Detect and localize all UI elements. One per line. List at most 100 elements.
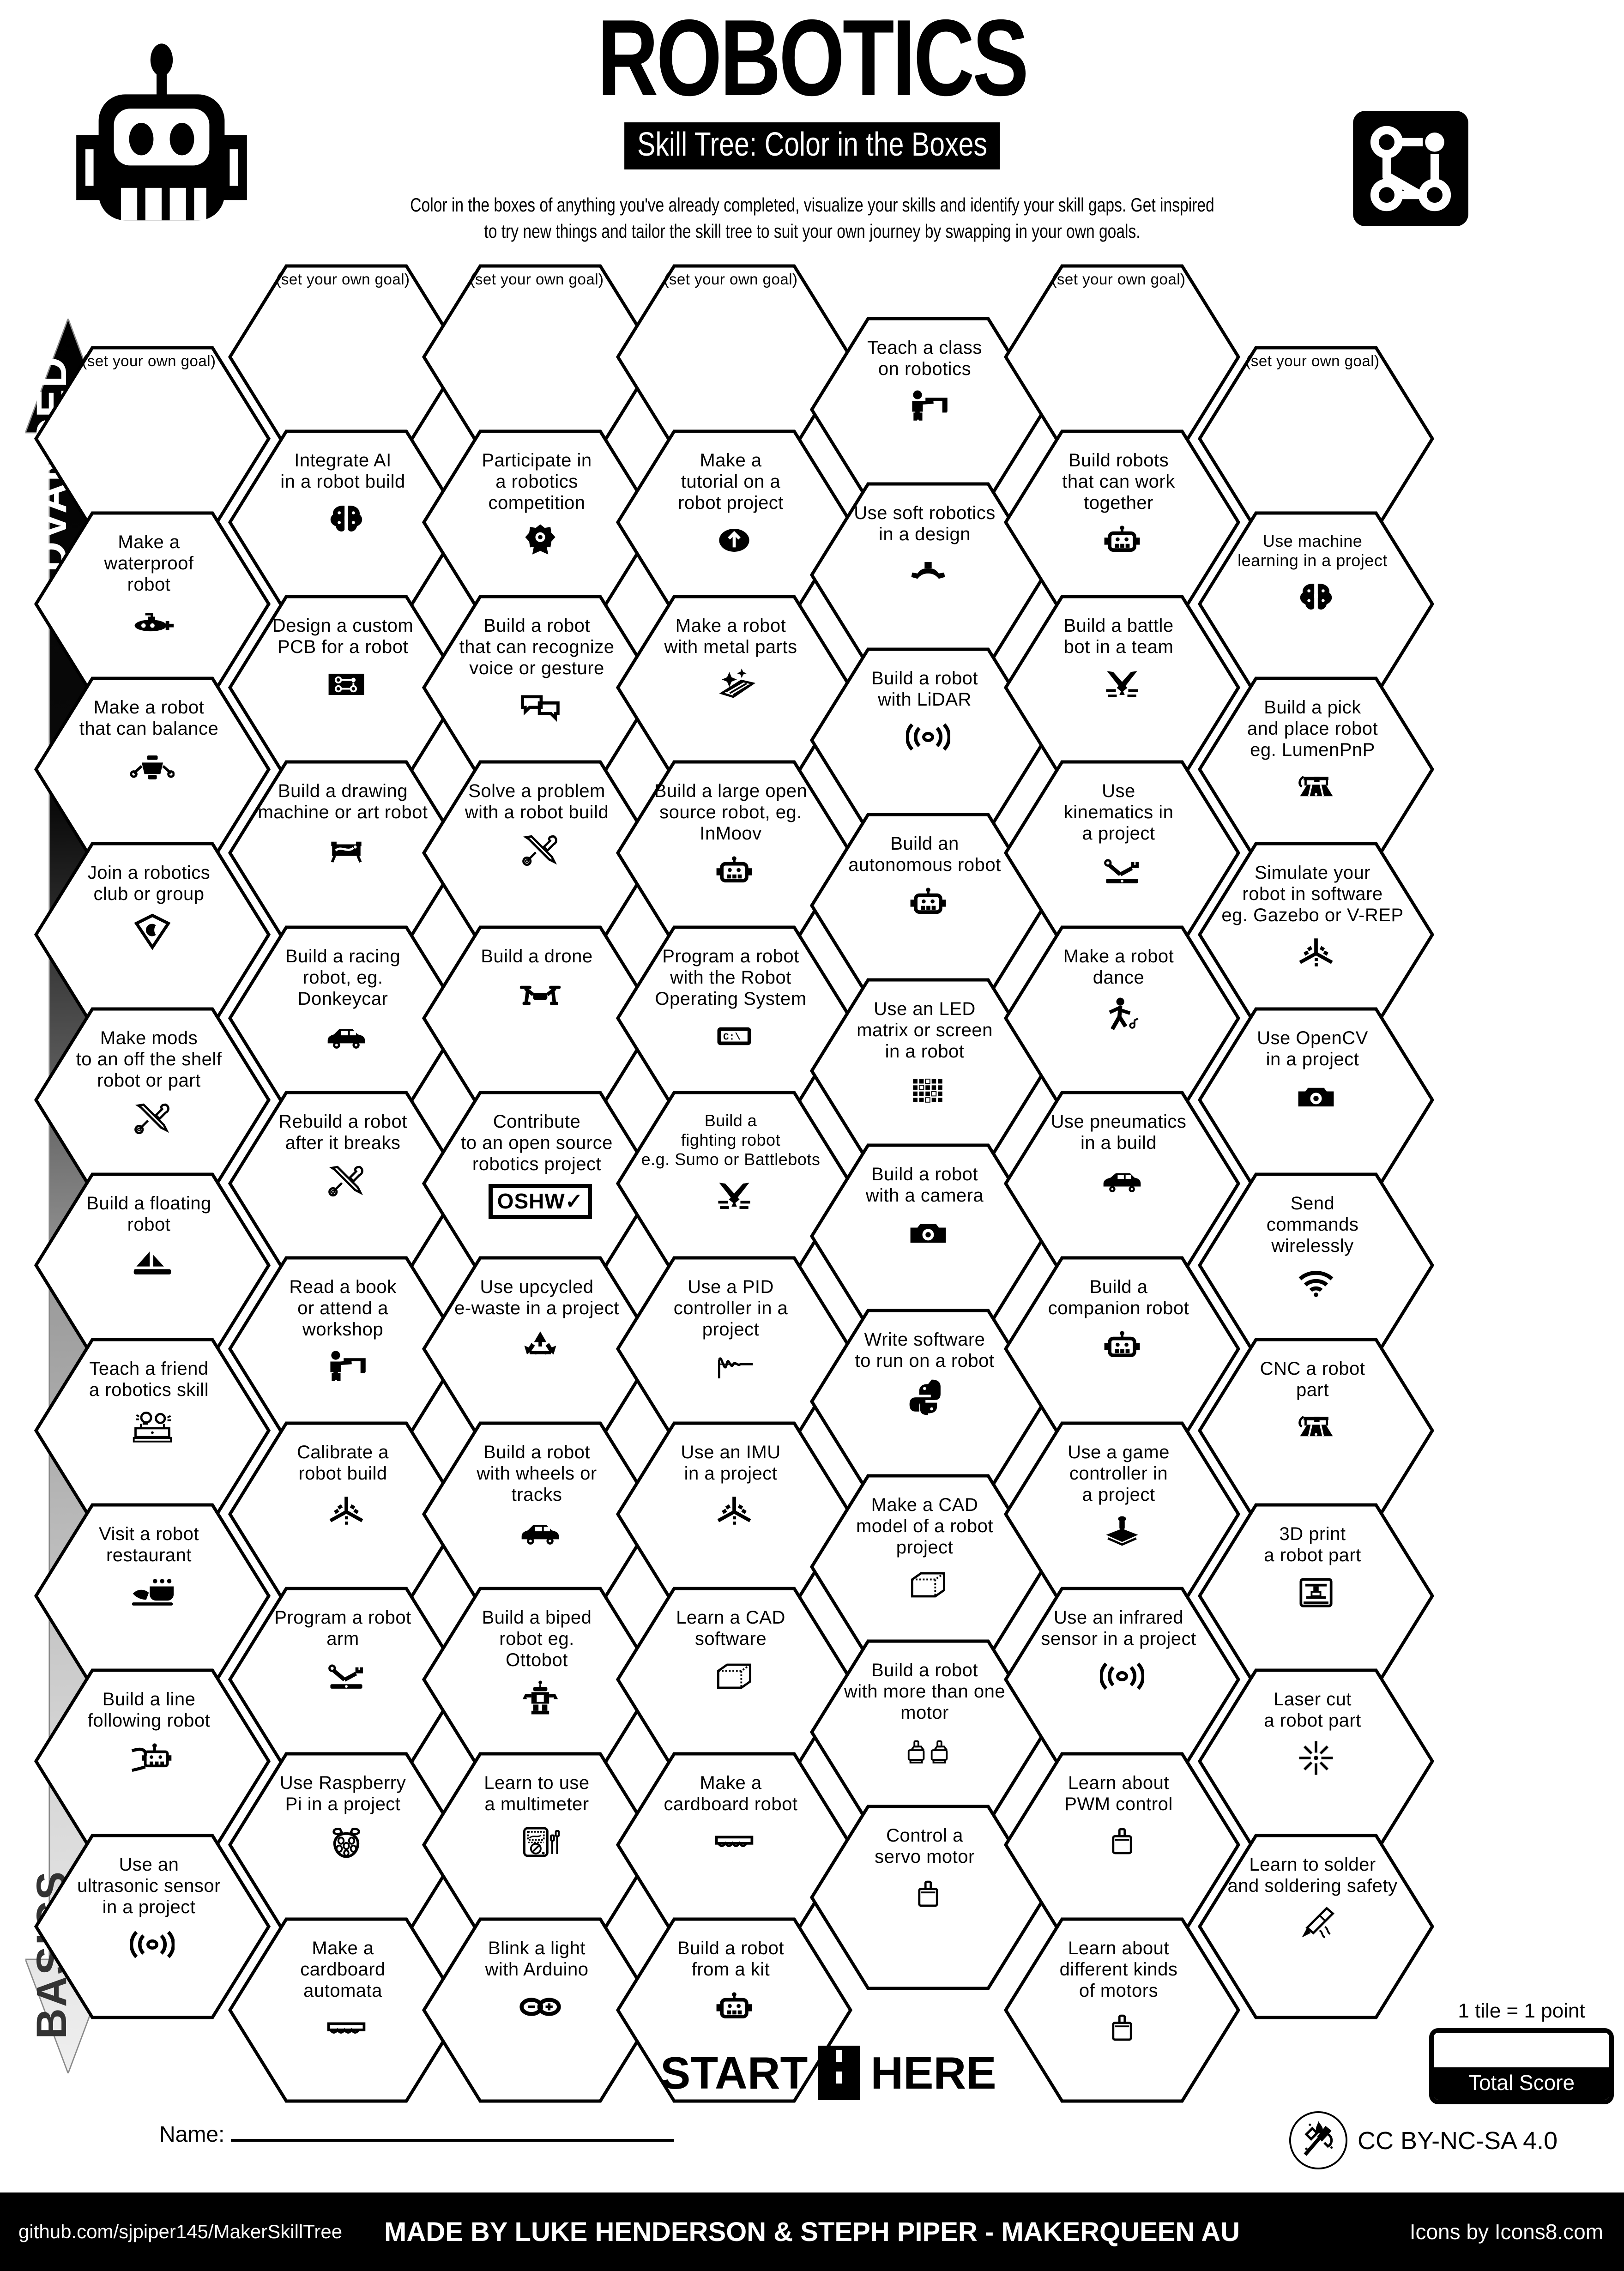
skill-tile[interactable]: Read a book or attend a workshop [226, 1254, 466, 1444]
cardboard-icon [712, 1819, 756, 1864]
skill-tile[interactable]: Simulate your robot in software eg. Gazebo… [1196, 840, 1436, 1029]
presenter-icon [906, 384, 950, 429]
skill-tile[interactable]: Make a cardboard automata [226, 1915, 466, 2105]
license-text: CC BY-NC-SA 4.0 [1358, 2127, 1558, 2155]
skill-tile[interactable]: Build a drawing machine or art robot [226, 758, 466, 948]
skill-tile[interactable]: Integrate AI in a robot build [226, 428, 466, 617]
skill-tile[interactable]: Use an IMU in a project [614, 1419, 854, 1609]
skill-tile[interactable]: 3D print a robot part [1196, 1501, 1436, 1691]
skill-tile[interactable]: CNC a robot part [1196, 1336, 1436, 1525]
skill-tile-label: Contribute to an open source robotics proj… [461, 1111, 613, 1174]
skill-tile-label: Make a waterproof robot [104, 532, 194, 595]
skill-tile-label: Make a cardboard robot [664, 1773, 798, 1814]
skill-tile[interactable]: Build a drone [420, 924, 660, 1113]
skill-tile[interactable]: Build a robot with wheels or tracks [420, 1419, 660, 1609]
skill-tile[interactable]: Build a biped robot eg. Ottobot [420, 1585, 660, 1774]
skill-tile-label: (set your own goal) [470, 271, 604, 288]
skill-tile[interactable]: Make a tutorial on a robot project [614, 428, 854, 617]
skill-tile[interactable]: Build a robot with a camera [808, 1142, 1048, 1331]
circuit-board-icon [1353, 111, 1468, 226]
skill-tile[interactable]: Learn to use a multimeter [420, 1750, 660, 1939]
footer-icons-credit[interactable]: Icons by Icons8.com [1409, 2220, 1603, 2244]
skill-tile[interactable]: Build a robot from a kit [614, 1915, 854, 2105]
score-hint: 1 tile = 1 point [1458, 1999, 1585, 2022]
skill-tile[interactable]: Use an infrared sensor in a project [1002, 1585, 1242, 1774]
skill-tile-label: Laser cut a robot part [1264, 1689, 1361, 1731]
skill-tile[interactable]: Use an LED matrix or screen in a robot [808, 976, 1048, 1166]
biped-robot-icon [518, 1675, 562, 1720]
skill-tile[interactable]: Learn to solder and soldering safety [1196, 1832, 1436, 2021]
skill-tile[interactable]: Program a robot arm [226, 1585, 466, 1774]
skill-tile-label: Visit a robot restaurant [99, 1524, 199, 1565]
score-panel: 1 tile = 1 point Total Score [1429, 1999, 1614, 2104]
upload-arrow-icon [712, 518, 756, 562]
skill-tile[interactable]: Use OpenCV in a project [1196, 1005, 1436, 1195]
skill-tile[interactable]: Send commands wirelessly [1196, 1171, 1436, 1360]
page-subtitle: Skill Tree: Color in the Boxes [624, 122, 1000, 169]
skill-tile[interactable]: Use an ultrasonic sensor in a project [32, 1832, 272, 2021]
food-service-icon [130, 1570, 175, 1615]
skill-tile-label: Program a robot arm [274, 1607, 411, 1649]
skill-tile[interactable]: Build a racing robot, eg. Donkeycar [226, 924, 466, 1113]
skill-tile-label: Use machine learning in a project [1238, 532, 1388, 570]
skill-tile[interactable]: Learn about different kinds of motors [1002, 1915, 1242, 2105]
skill-tile[interactable]: Solve a problem with a robot build [420, 758, 660, 948]
name-field[interactable]: Name: [159, 2122, 675, 2147]
skill-tile-label: Simulate your robot in software eg. Gazebo… [1221, 863, 1404, 925]
skill-tile[interactable]: Build a robot with more than one motor [808, 1637, 1048, 1827]
skill-tile[interactable]: Build robots that can work together [1002, 428, 1242, 617]
motor-icon [1100, 2006, 1144, 2050]
skill-tile[interactable]: Build a battle bot in a team [1002, 593, 1242, 782]
footer-repo-link[interactable]: github.com/sjpiper145/MakerSkillTree [18, 2221, 343, 2242]
skill-tile[interactable]: Participate in a robotics competition [420, 428, 660, 617]
submarine-icon [130, 600, 175, 644]
name-input-rule[interactable] [231, 2139, 675, 2142]
skill-tile-label: Integrate AI in a robot build [280, 450, 405, 492]
skill-tile[interactable]: Rebuild a robot after it breaks [226, 1089, 466, 1278]
skill-tile[interactable]: Build a pick and place robot eg. LumenPnP [1196, 675, 1436, 864]
skill-tile[interactable]: Make mods to an off the shelf robot or par… [32, 1005, 272, 1195]
balancing-robot-icon [130, 744, 175, 788]
skill-tile[interactable]: Make a robot with metal parts [614, 593, 854, 782]
arduino-icon [518, 1985, 562, 2029]
skill-tile[interactable]: Make a cardboard robot [614, 1750, 854, 1939]
dancing-figure-icon [1100, 993, 1144, 1037]
skill-tile-custom-goal[interactable]: (set your own goal) [1196, 344, 1436, 533]
sonar-icon [906, 715, 950, 759]
skill-tile-custom-goal[interactable]: (set your own goal) [420, 262, 660, 452]
score-input[interactable] [1434, 2033, 1609, 2067]
skill-tile-custom-goal[interactable]: (set your own goal) [32, 344, 272, 533]
pick-place-icon [1294, 765, 1338, 809]
skill-tile[interactable]: Teach a friend a robotics skill [32, 1336, 272, 1525]
skill-tile[interactable]: Build a line following robot [32, 1667, 272, 1856]
skill-tile[interactable]: Blink a light with Arduino [420, 1915, 660, 2105]
skill-tile[interactable]: Use machine learning in a project [1196, 509, 1436, 699]
skill-tile[interactable]: Use a PID controller in a project [614, 1254, 854, 1444]
skill-tile-label: Use an ultrasonic sensor in a project [77, 1854, 221, 1917]
skill-tile[interactable]: Teach a class on robotics [808, 315, 1048, 504]
skill-tile[interactable]: Visit a robot restaurant [32, 1501, 272, 1691]
skill-tile[interactable]: Build a robot that can recognize voice or … [420, 593, 660, 782]
skill-tile[interactable]: Make a waterproof robot [32, 509, 272, 699]
start-here-marker: START HERE [660, 2046, 996, 2100]
skill-tile[interactable]: Use pneumatics in a build [1002, 1089, 1242, 1278]
skill-tile[interactable]: Use kinematics in a project [1002, 758, 1242, 948]
camera-icon [1294, 1075, 1338, 1119]
skill-tile[interactable]: Design a custom PCB for a robot [226, 593, 466, 782]
skill-tile[interactable]: Build a large open source robot, eg. InMoo… [614, 758, 854, 948]
skill-tile-label: Teach a class on robotics [867, 338, 982, 379]
skill-tile-label: Build a floating robot [86, 1193, 211, 1235]
skill-tile[interactable]: Make a robot that can balance [32, 675, 272, 864]
skill-tile[interactable]: Join a robotics club or group [32, 840, 272, 1029]
skill-tile[interactable]: Laser cut a robot part [1196, 1667, 1436, 1856]
skill-tile[interactable]: Learn about PWM control [1002, 1750, 1242, 1939]
skill-tile[interactable]: Build a fighting robot e.g. Sumo or Battle… [614, 1089, 854, 1278]
total-score-box[interactable]: Total Score [1429, 2028, 1614, 2104]
skill-tile[interactable]: Make a robot dance [1002, 924, 1242, 1113]
skill-tile[interactable]: Calibrate a robot build [226, 1419, 466, 1609]
wifi-icon [1294, 1261, 1338, 1305]
tools-icon [324, 1158, 368, 1202]
skill-tile-label: Use an infrared sensor in a project [1041, 1607, 1196, 1649]
location-pin-icon [130, 909, 175, 954]
skill-tile[interactable]: Control a servo motor [808, 1803, 1048, 1992]
